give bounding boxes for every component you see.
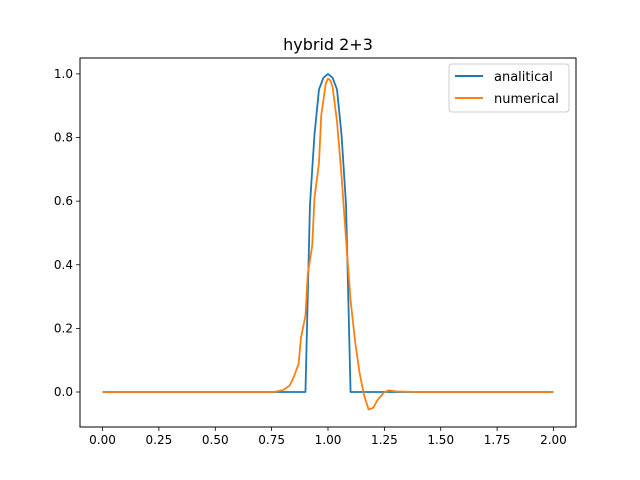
x-tick-label: 1.50 [427, 433, 454, 447]
legend: analitical numerical [448, 63, 570, 113]
x-tick-label: 1.00 [315, 433, 342, 447]
x-tick-label: 0.00 [89, 433, 116, 447]
y-tick-label: 0.6 [54, 194, 73, 208]
series-layer [102, 73, 554, 411]
legend-label-numerical: numerical [494, 92, 559, 107]
y-axis-ticks: 0.0 0.2 0.4 0.6 0.8 1.0 [54, 67, 80, 399]
x-axis-ticks: 0.00 0.25 0.50 0.75 1.00 1.25 1.50 1.75 2.00 [89, 427, 567, 447]
series-line-numerical [102, 77, 554, 411]
x-tick-label: 0.75 [258, 433, 285, 447]
x-tick-label: 0.25 [146, 433, 173, 447]
y-tick-label: 0.4 [54, 258, 73, 272]
x-tick-label: 1.75 [484, 433, 511, 447]
chart-title: hybrid 2+3 [283, 35, 373, 54]
x-tick-label: 1.25 [371, 433, 398, 447]
y-tick-label: 0.8 [54, 131, 73, 145]
legend-label-analitical: analitical [494, 70, 553, 85]
x-tick-label: 2.00 [540, 433, 567, 447]
series-line-analitical [102, 73, 554, 393]
plot-area: 0.00 0.25 0.50 0.75 1.00 1.25 1.50 1.75 2.00 0.0… [54, 57, 577, 447]
y-tick-label: 0.0 [54, 385, 73, 399]
y-tick-label: 1.0 [54, 67, 73, 81]
y-tick-label: 0.2 [54, 321, 73, 335]
x-tick-label: 0.50 [202, 433, 229, 447]
